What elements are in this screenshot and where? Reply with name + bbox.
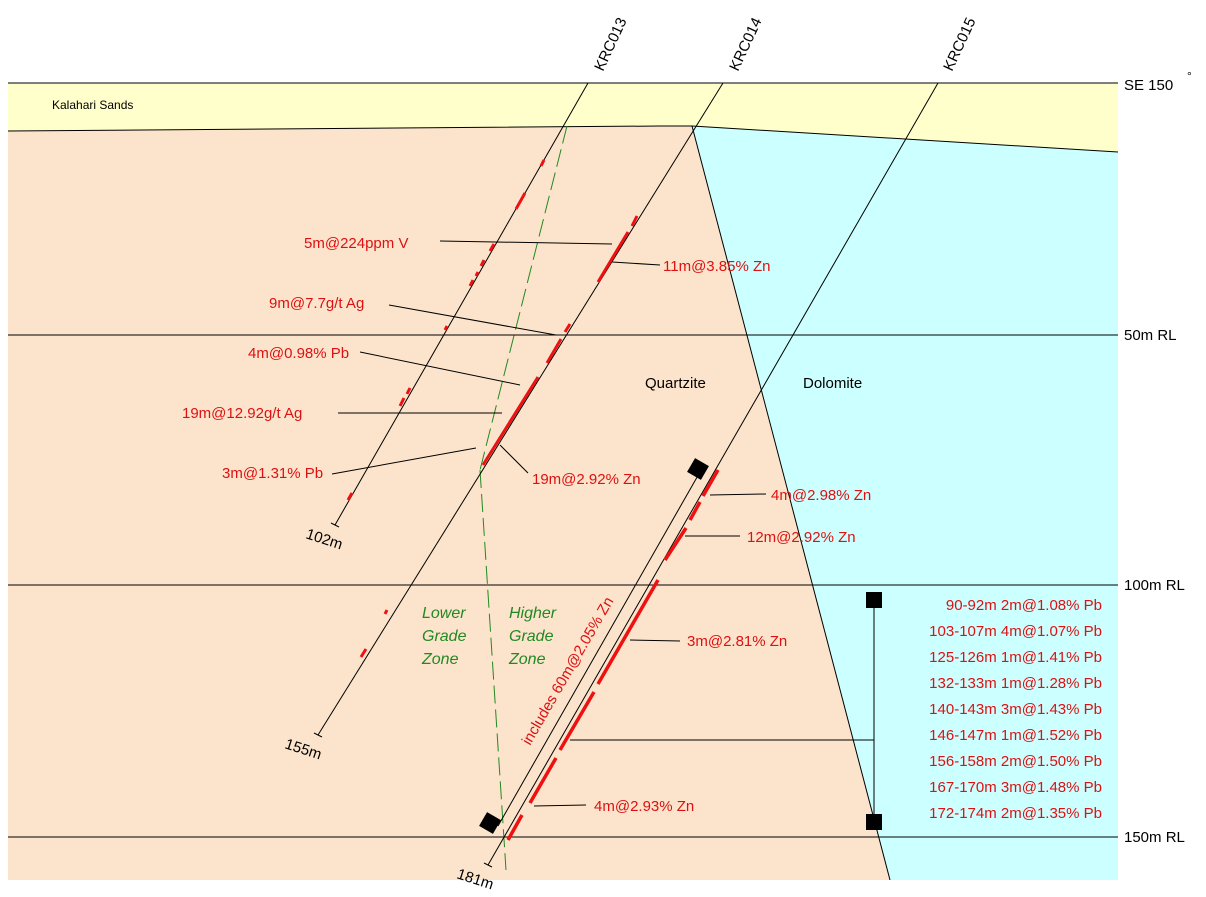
pb-list-item: 172-174m 2m@1.35% Pb bbox=[929, 805, 1102, 822]
sands-base-contact bbox=[7, 125, 1119, 153]
includes-interval-line bbox=[497, 471, 701, 827]
intercept-label: 9m@7.7g/t Ag bbox=[269, 295, 364, 312]
rl-100-label: 100m RL bbox=[1124, 577, 1185, 594]
pb-list-item: 103-107m 4m@1.07% Pb bbox=[929, 623, 1102, 640]
drillhole-krc014-label: KRC014 bbox=[726, 15, 765, 74]
intercept-label: 3m@1.31% Pb bbox=[222, 465, 323, 482]
interval-marker-square bbox=[687, 458, 709, 480]
interval-marker-square bbox=[479, 812, 501, 834]
intercept-label: 4m@2.98% Zn bbox=[771, 487, 871, 504]
rl-50-label: 50m RL bbox=[1124, 327, 1177, 344]
intercept-label: 3m@2.81% Zn bbox=[687, 633, 787, 650]
krc014-intercepts bbox=[359, 215, 639, 658]
drillhole-krc015-label: KRC015 bbox=[940, 15, 979, 74]
dolomite-layer bbox=[692, 126, 1118, 880]
lower-grade-zone-label: Lower Grade Zone bbox=[421, 605, 471, 668]
krc015-intercepts bbox=[506, 469, 720, 841]
intercept-label: 5m@224ppm V bbox=[304, 235, 408, 252]
quartzite-layer bbox=[8, 126, 890, 880]
drillhole-krc014-endcap bbox=[313, 732, 323, 738]
krc013-intercepts bbox=[346, 159, 546, 501]
rl-150-label: 150m RL bbox=[1124, 829, 1185, 846]
drillhole-krc015-endcap bbox=[483, 862, 493, 868]
drillhole-krc014-trace bbox=[317, 82, 724, 736]
leader-lines bbox=[331, 240, 874, 807]
drillhole-krc013-label: KRC013 bbox=[591, 15, 630, 74]
intercept-label: 4m@0.98% Pb bbox=[248, 345, 349, 362]
pb-list-item: 90-92m 2m@1.08% Pb bbox=[946, 597, 1102, 614]
intercept-label: 19m@12.92g/t Ag bbox=[182, 405, 302, 422]
orientation-label: SE 150 bbox=[1124, 77, 1173, 94]
pb-interval-list: 90-92m 2m@1.08% Pb 103-107m 4m@1.07% Pb … bbox=[929, 597, 1102, 822]
dolomite-label: Dolomite bbox=[803, 375, 862, 392]
quartzite-dolomite-contact bbox=[691, 125, 891, 881]
intercept-label: 12m@2.92% Zn bbox=[747, 529, 856, 546]
kalahari-sands-label: Kalahari Sands bbox=[52, 98, 133, 112]
pb-list-item: 156-158m 2m@1.50% Pb bbox=[929, 753, 1102, 770]
drillhole-krc013-trace bbox=[334, 82, 589, 526]
pb-list-item: 140-143m 3m@1.43% Pb bbox=[929, 701, 1102, 718]
pb-list-item: 125-126m 1m@1.41% Pb bbox=[929, 649, 1102, 666]
degree-mark: ° bbox=[1187, 69, 1192, 83]
drillhole-krc013-endcap bbox=[330, 522, 340, 528]
pb-list-item: 132-133m 1m@1.28% Pb bbox=[929, 675, 1102, 692]
pb-list-item: 167-170m 3m@1.48% Pb bbox=[929, 779, 1102, 796]
quartzite-label: Quartzite bbox=[645, 375, 706, 392]
drillhole-krc015-trace bbox=[487, 82, 939, 866]
intercept-label: 4m@2.93% Zn bbox=[594, 798, 694, 815]
intercept-label: 11m@3.85% Zn bbox=[663, 258, 771, 275]
higher-grade-zone-label: Higher Grade Zone bbox=[508, 605, 561, 668]
intercept-label: 19m@2.92% Zn bbox=[532, 471, 641, 488]
pb-list-item: 146-147m 1m@1.52% Pb bbox=[929, 727, 1102, 744]
zone-boundary-dashed bbox=[479, 469, 507, 871]
